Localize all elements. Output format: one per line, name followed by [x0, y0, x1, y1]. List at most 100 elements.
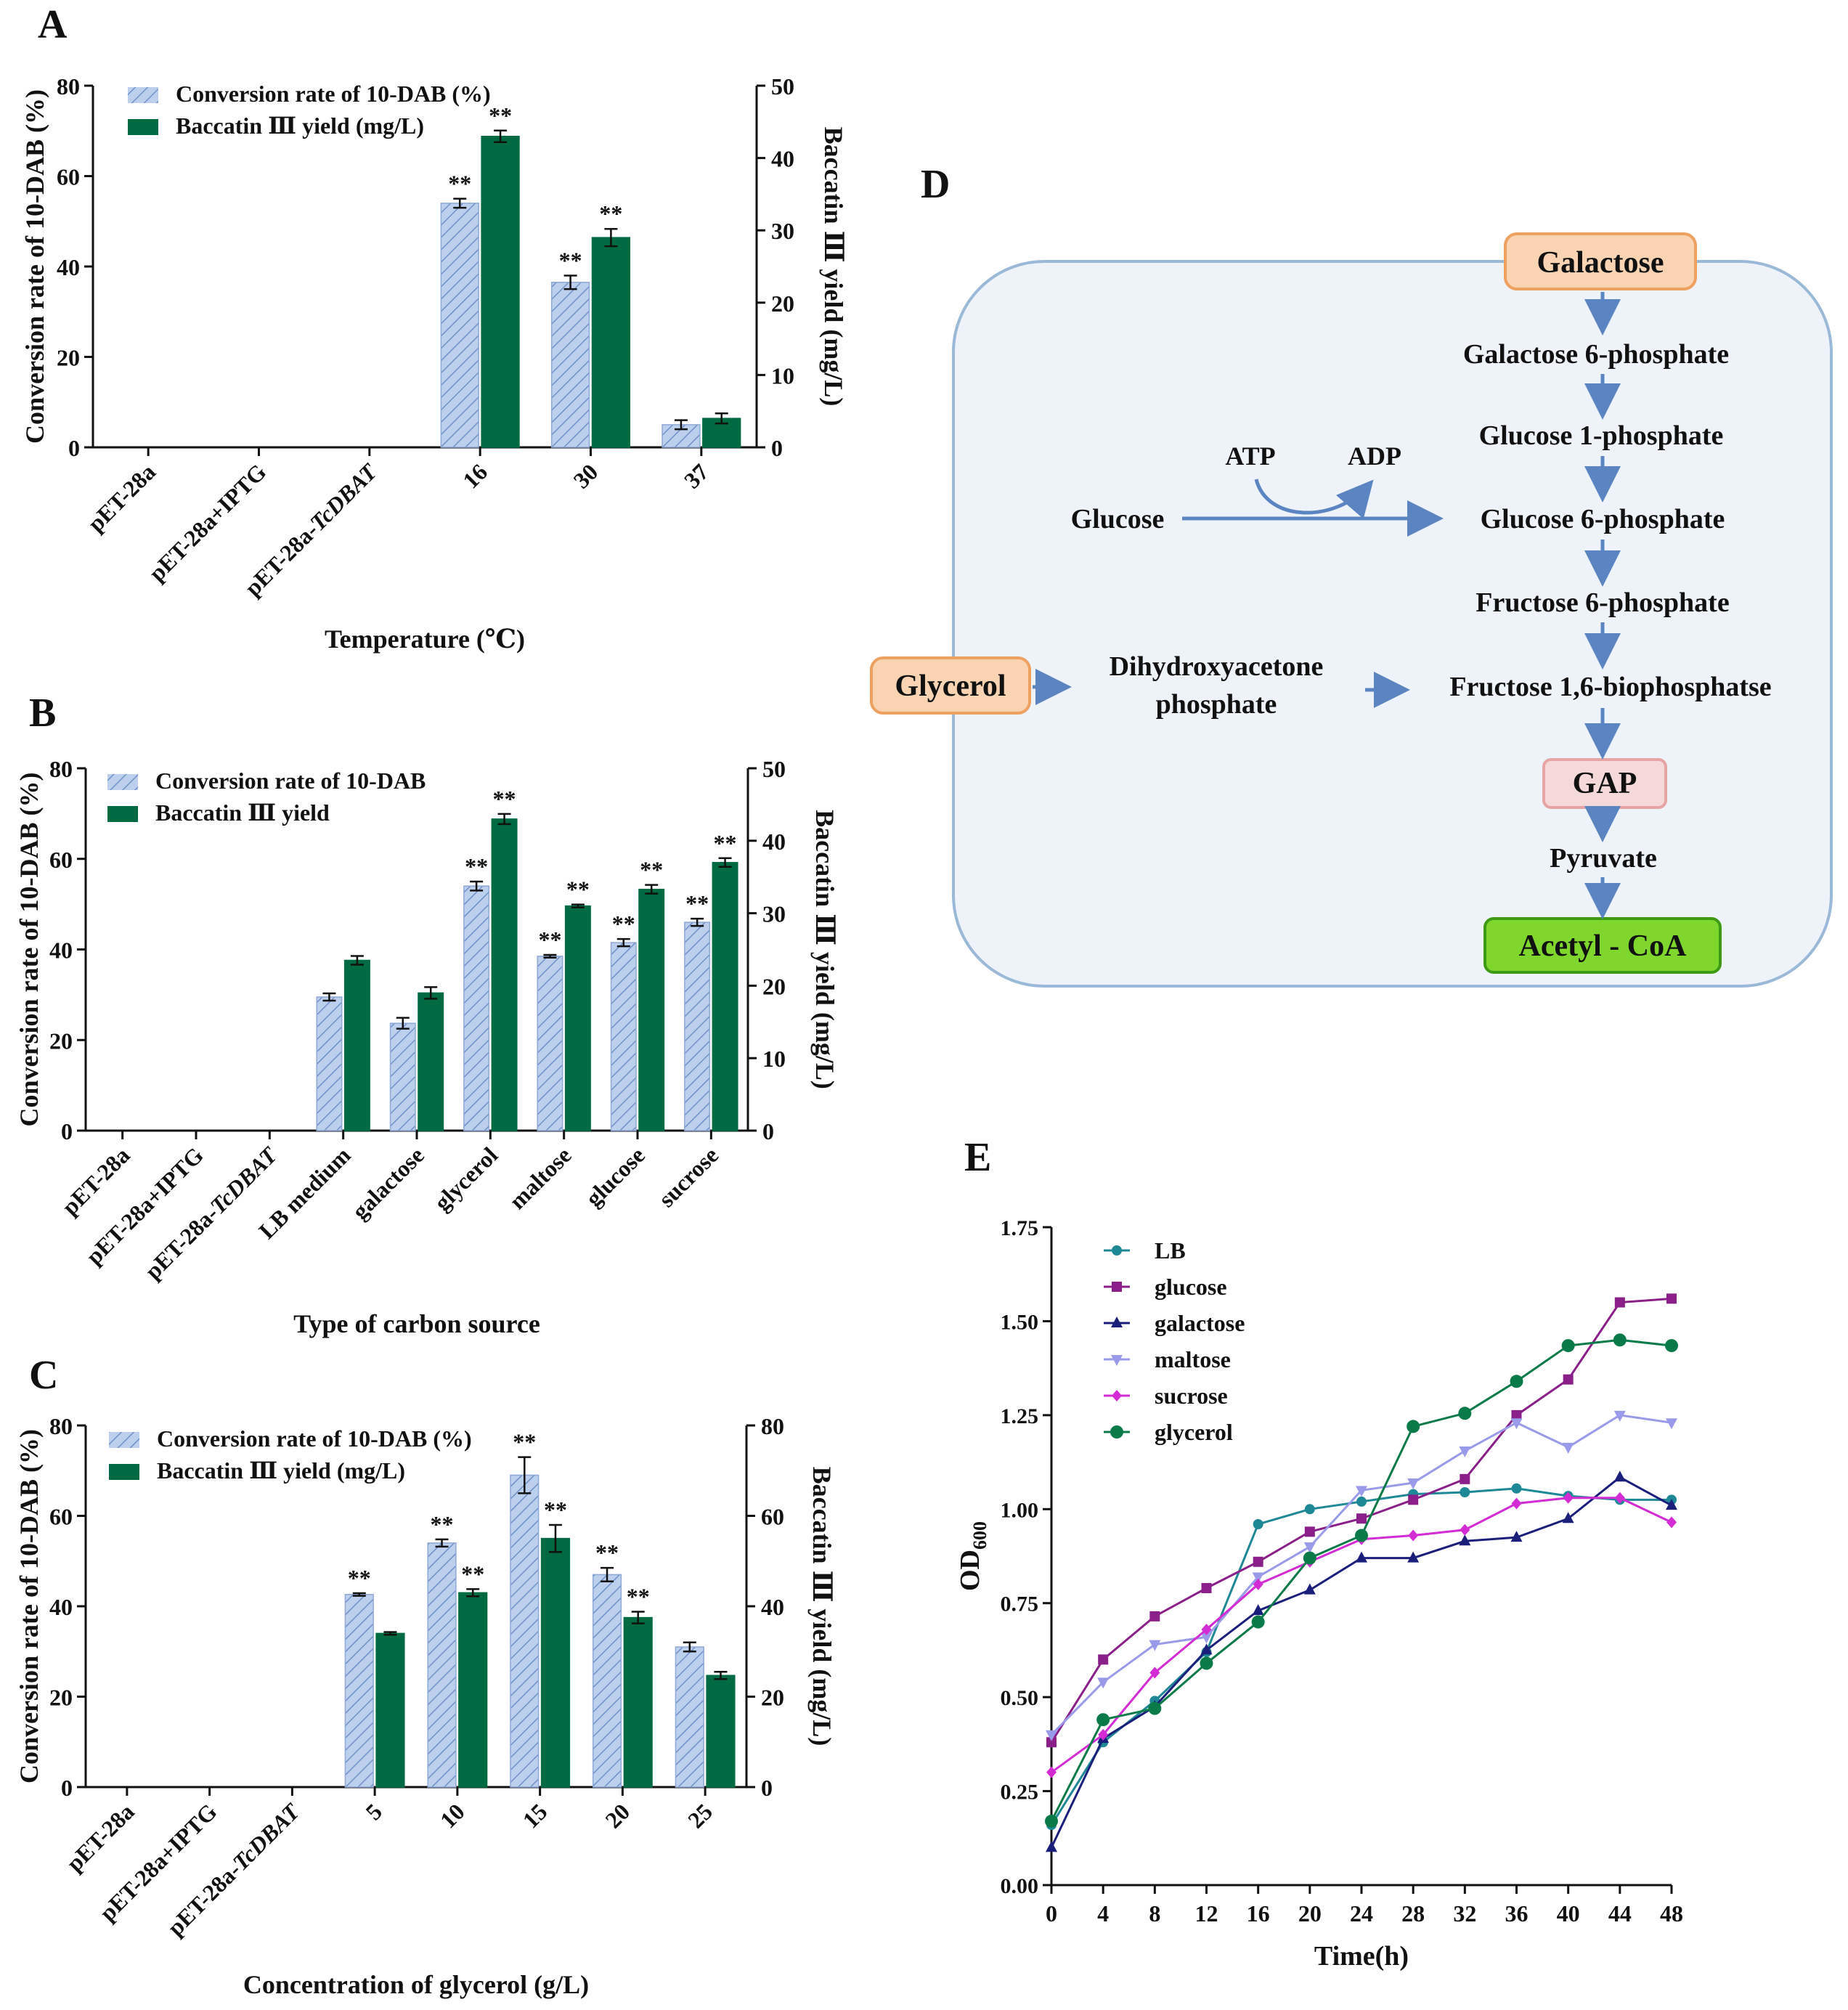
x-tick-label: sucrose — [654, 1142, 724, 1212]
x-tick-label: 37 — [679, 458, 714, 493]
yield-bar — [706, 1675, 736, 1788]
legend-label: sucrose — [1155, 1383, 1228, 1409]
legend-label: galactose — [1155, 1310, 1245, 1336]
x-axis-label: Concentration of glycerol (g/L) — [243, 1970, 589, 1999]
y-tick-label: 1.50 — [1001, 1310, 1039, 1334]
marker-diamond — [1098, 1728, 1109, 1741]
panel-label-e: E — [964, 1135, 991, 1180]
y-tick-label: 0.75 — [1001, 1592, 1039, 1616]
marker-triangle-down — [1613, 1410, 1626, 1422]
conversion-bar — [427, 1542, 457, 1788]
marker-circle — [1112, 1245, 1122, 1256]
panel-label-a: A — [38, 2, 68, 47]
legend-label-yield: Baccatin Ⅲ yield — [155, 799, 330, 826]
y-tick-label-right: 30 — [762, 901, 786, 927]
x-tick-label: 25 — [683, 1798, 717, 1833]
series-maltose — [1046, 1410, 1677, 1741]
significance-stars: ** — [595, 1539, 619, 1566]
yield-bar — [343, 959, 370, 1131]
marker-diamond — [1511, 1497, 1522, 1510]
marker-triangle-up — [1562, 1512, 1574, 1523]
glucose-1-phosphate: Glucose 1-phosphate — [1479, 420, 1724, 451]
dhap-line2: phosphate — [1156, 689, 1277, 720]
x-axis-label: Temperature (℃) — [325, 624, 525, 654]
y-tick-label-left: 20 — [49, 1028, 73, 1054]
y-tick-label-right: 0 — [771, 435, 783, 461]
legend-label: maltose — [1155, 1346, 1231, 1372]
x-tick-label: 40 — [1557, 1900, 1580, 1926]
marker-diamond — [1614, 1492, 1625, 1504]
y-tick-label-left: 40 — [57, 254, 80, 280]
y-axis-label-right: Baccatin Ⅲ yield (mg/L) — [810, 810, 839, 1089]
x-tick-label-part: pET-28a- — [240, 517, 323, 601]
y-axis-label-left: Conversion rate of 10-DAB (%) — [15, 1429, 44, 1783]
y-tick-label-left: 0 — [61, 1775, 73, 1801]
y-tick-label-left: 60 — [57, 164, 80, 190]
marker-square — [1356, 1513, 1367, 1524]
y-tick-label-left: 20 — [57, 345, 80, 371]
chart-a-temperature: 0 20 40 60 80 0 10 20 30 40 50 Conversion rate of 1… — [20, 73, 848, 654]
marker-circle — [1045, 1814, 1058, 1828]
x-tick-label-italic: TcDBAT — [304, 457, 382, 535]
y-tick-label: 1.75 — [1001, 1216, 1039, 1240]
y-tick-label-left: 40 — [49, 937, 73, 964]
y-tick-label-left: 80 — [49, 1413, 73, 1439]
marker-circle — [1407, 1420, 1420, 1433]
conversion-bar — [510, 1474, 540, 1788]
galactose-6-phosphate: Galactose 6-phosphate — [1463, 339, 1729, 370]
x-tick-label: 8 — [1149, 1900, 1160, 1926]
marker-square — [1511, 1409, 1522, 1420]
legend-label-conversion: Conversion rate of 10-DAB (%) — [176, 81, 491, 107]
marker-circle — [1304, 1504, 1315, 1515]
y-tick-label-right: 80 — [761, 1413, 784, 1439]
pathway-arrows — [1033, 292, 1621, 919]
yield-bar — [591, 237, 631, 448]
x-tick-label: 16 — [1247, 1900, 1270, 1926]
x-tick-label: 24 — [1350, 1900, 1373, 1926]
marker-triangle-up — [1613, 1470, 1626, 1482]
significance-stars: ** — [714, 830, 737, 856]
x-tick-label: galactose — [347, 1142, 429, 1224]
y-tick-label-right: 40 — [771, 146, 794, 172]
marker-square — [1614, 1297, 1625, 1308]
x-tick-label: 32 — [1453, 1900, 1476, 1926]
y-axis-label-left: Conversion rate of 10-DAB (%) — [20, 89, 49, 444]
x-tick-label: maltose — [504, 1142, 577, 1214]
y-tick-label: 0.25 — [1001, 1781, 1039, 1804]
marker-square — [1666, 1293, 1677, 1304]
x-tick-label: pET-28a — [61, 1798, 139, 1876]
marker-circle — [1253, 1518, 1263, 1529]
x-tick-label: 4 — [1097, 1900, 1109, 1926]
legend-label: LB — [1155, 1237, 1186, 1264]
x-axis-label: Time(h) — [1314, 1941, 1409, 1972]
marker-diamond — [1408, 1529, 1419, 1542]
panel-label-c: C — [29, 1353, 58, 1398]
yield-bar — [375, 1632, 405, 1788]
marker-square — [1408, 1494, 1419, 1505]
legend-label-yield: Baccatin Ⅲ yield (mg/L) — [157, 1457, 405, 1484]
y-axis-label-right: Baccatin Ⅲ yield (mg/L) — [807, 1467, 837, 1746]
panel-label-b: B — [29, 691, 56, 736]
conversion-bar — [684, 921, 711, 1131]
x-tick-label: 16 — [457, 458, 492, 493]
significance-stars: ** — [640, 857, 663, 883]
legend-label: glucose — [1155, 1274, 1227, 1300]
marker-triangle-up — [1510, 1531, 1523, 1542]
series-galactose — [1046, 1470, 1677, 1852]
legend-label-yield: Baccatin Ⅲ yield (mg/L) — [176, 113, 424, 139]
yield-bar — [638, 888, 665, 1131]
significance-stars: ** — [489, 102, 512, 129]
atp-label: ATP — [1225, 442, 1275, 471]
x-tick-label: pET-28a-TcDBAT — [139, 1141, 282, 1284]
marker-triangle-down — [1562, 1442, 1574, 1454]
significance-stars: ** — [538, 927, 561, 953]
x-tick-label: 36 — [1505, 1900, 1529, 1926]
glycerol-box — [870, 656, 1031, 715]
x-tick-label: 5 — [360, 1798, 387, 1825]
significance-stars: ** — [559, 247, 582, 273]
dhap-line1: Dihydroxyacetone — [1110, 651, 1324, 682]
x-tick-label: glycerol — [429, 1142, 503, 1216]
legend-swatch-yield — [107, 806, 138, 822]
marker-square — [1201, 1583, 1212, 1594]
yield-bar — [623, 1616, 653, 1788]
